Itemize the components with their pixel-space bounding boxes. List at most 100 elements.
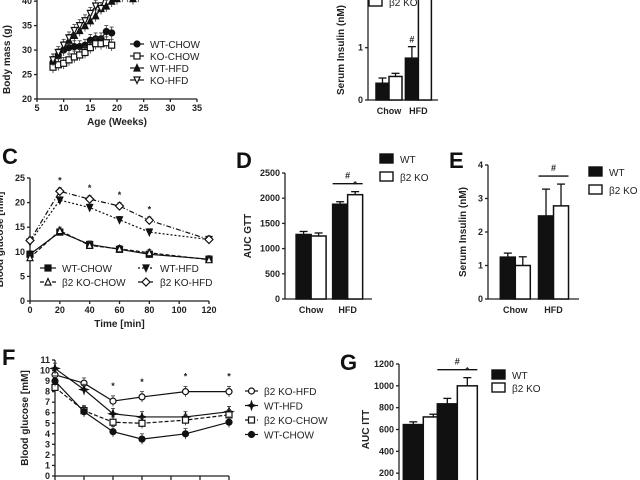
- panel-C-data-point: [55, 225, 64, 235]
- panel-F-data-point: [225, 418, 233, 426]
- panel-A-legend-swatch-marker: [133, 40, 141, 48]
- panel-B-y-tick-label: 1: [358, 43, 363, 53]
- panel-C-data-point-shape: [144, 215, 155, 226]
- panel-A-data-point-shape: [91, 2, 100, 11]
- panel-D-y-label: AUC GTT: [243, 214, 254, 258]
- panel-A-data-point: [49, 56, 57, 65]
- panel-A-data-point-shape: [129, 0, 137, 3]
- panel-G-legend-entry-label: β2 KO: [512, 384, 541, 395]
- panel-F-y-tick-label: 6: [45, 408, 50, 418]
- panel-F-data-point-shape: [51, 377, 59, 385]
- panel-F-y-tick-label: 1: [45, 460, 50, 470]
- panel-C-x-tick-label: 80: [144, 305, 154, 315]
- panel-A-y-tick-label: 20: [22, 94, 32, 104]
- panel-F-series-line: [54, 380, 230, 440]
- panel-G-y-tick-label: 200: [379, 468, 394, 478]
- panel-E-y-tick-label: 2: [478, 227, 483, 237]
- panel-A-data-point: [113, 0, 121, 3]
- panel-D-y-tick-label: 2000: [260, 193, 280, 203]
- panel-F-data-point: [109, 418, 117, 426]
- panel-A-data-point-shape: [86, 9, 95, 19]
- panel-F-data-point-shape: [109, 397, 117, 405]
- panel-F-data-point: [49, 362, 61, 375]
- panel-C-data-point-shape: [115, 243, 124, 253]
- panel-A-data-point: [54, 48, 63, 58]
- panel-C-data-point: [25, 235, 35, 246]
- panel-A-x-label: Age (Weeks): [87, 117, 147, 128]
- panel-B-bar-wt: [375, 82, 390, 101]
- panel-C-significance-marker: *: [88, 183, 92, 193]
- panel-D-label: D: [236, 148, 252, 173]
- panel-E-significance-marker: #: [551, 163, 556, 173]
- panel-C-y-tick-label: 0: [20, 296, 25, 306]
- panel-B-legend-swatch-ko: [368, 0, 383, 7]
- panel-C-legend-right-swatch-marker: [141, 277, 151, 287]
- panel-B-bar-ko: [417, 0, 433, 101]
- panel-D-significance-marker: *: [353, 180, 357, 190]
- panel-A-y-tick-label: 35: [22, 21, 32, 31]
- panel-F-y-tick-label: 0: [45, 471, 50, 480]
- panel-A-data-point: [65, 34, 73, 43]
- panel-G-significance-marker: *: [466, 366, 470, 376]
- panel-A-legend-swatch-marker-shape: [133, 40, 141, 48]
- panel-G-legend-swatch-wt: [491, 369, 506, 380]
- panel-A-data-point: [81, 48, 89, 57]
- panel-E-legend-entry-label: β2 KO: [609, 186, 638, 197]
- panel-C-series-line: [29, 229, 210, 261]
- panel-F-legend-swatch-marker: [245, 399, 258, 412]
- panel-F-data-point: [138, 435, 146, 443]
- panel-F-y-tick-label: 2: [45, 450, 50, 460]
- panel-C-series-line: [29, 190, 210, 241]
- panel-F-data-point-shape: [181, 388, 190, 396]
- panel-A-legend-entry-label: WT-CHOW: [150, 40, 201, 51]
- panel-A-data-point: [91, 2, 100, 11]
- panel-F-data-point: [138, 419, 146, 427]
- panel-F-y-label: Blood glucose [mM]: [20, 370, 31, 466]
- panel-F-significance-marker: *: [184, 372, 188, 382]
- panel-A-legend-swatch-marker: [133, 63, 141, 72]
- panel-A-legend-entry-label: WT-HFD: [150, 64, 189, 75]
- panel-C-y-tick-label: 15: [15, 222, 25, 232]
- panel-D-legend-entry-label: β2 KO: [400, 173, 429, 184]
- panel-E-legend-swatch-wt: [588, 166, 603, 177]
- panel-F-legend-swatch-marker-shape: [247, 416, 256, 424]
- panel-C-data-point: [54, 186, 65, 197]
- panel-A-legend-swatch-marker-shape: [133, 76, 141, 85]
- panel-C-data-point-shape: [145, 228, 154, 238]
- panel-A-data-point-shape: [91, 10, 100, 20]
- panel-B-bar-wt: [404, 57, 420, 101]
- panel-F-data-point: [225, 388, 233, 396]
- panel-F-legend-swatch-marker: [247, 387, 256, 395]
- panel-A-y-tick-label: 30: [22, 45, 32, 55]
- panel-A-legend-swatch-marker-shape: [133, 63, 141, 72]
- panel-D-y-tick-label: 1000: [260, 244, 280, 254]
- panel-F-data-point: [138, 393, 146, 401]
- panel-F-y-tick-label: 4: [45, 429, 50, 439]
- panel-F-data-point-shape: [225, 388, 233, 396]
- panel-C-data-point-shape: [25, 235, 35, 246]
- panel-C-data-point-shape: [84, 194, 95, 205]
- panel-G-bar-ko: [456, 385, 479, 480]
- panel-A-data-point-shape: [81, 48, 89, 57]
- panel-F-data-point-shape: [109, 418, 117, 426]
- panel-C-legend-left-swatch-marker-shape: [44, 264, 52, 272]
- panel-C-data-point-shape: [85, 203, 94, 213]
- panel-A-data-point: [107, 0, 116, 5]
- panel-A-legend-swatch-marker: [133, 76, 141, 85]
- panel-B-y-label: Serum Insulin (nM): [336, 5, 347, 95]
- panel-E-bar-wt: [499, 256, 517, 300]
- panel-C-data-point-shape: [26, 252, 34, 262]
- panel-D-y-tick-label: 500: [265, 269, 280, 279]
- panel-C-x-tick-label: 120: [201, 305, 216, 315]
- panel-A-x-tick-label: 25: [139, 103, 149, 113]
- panel-D-legend-swatch-ko: [379, 171, 394, 182]
- panel-C-data-point: [204, 234, 214, 245]
- panel-F-y-tick-label: 8: [45, 387, 50, 397]
- panel-F-y-tick-label: 5: [45, 418, 50, 428]
- panel-A-data-point: [102, 1, 111, 10]
- panel-D-y-tick-label: 0: [275, 294, 280, 304]
- panel-D-legend-entry-label: WT: [400, 155, 416, 166]
- panel-F-significance-marker: *: [111, 381, 115, 391]
- panel-D-category-label: HFD: [338, 305, 357, 315]
